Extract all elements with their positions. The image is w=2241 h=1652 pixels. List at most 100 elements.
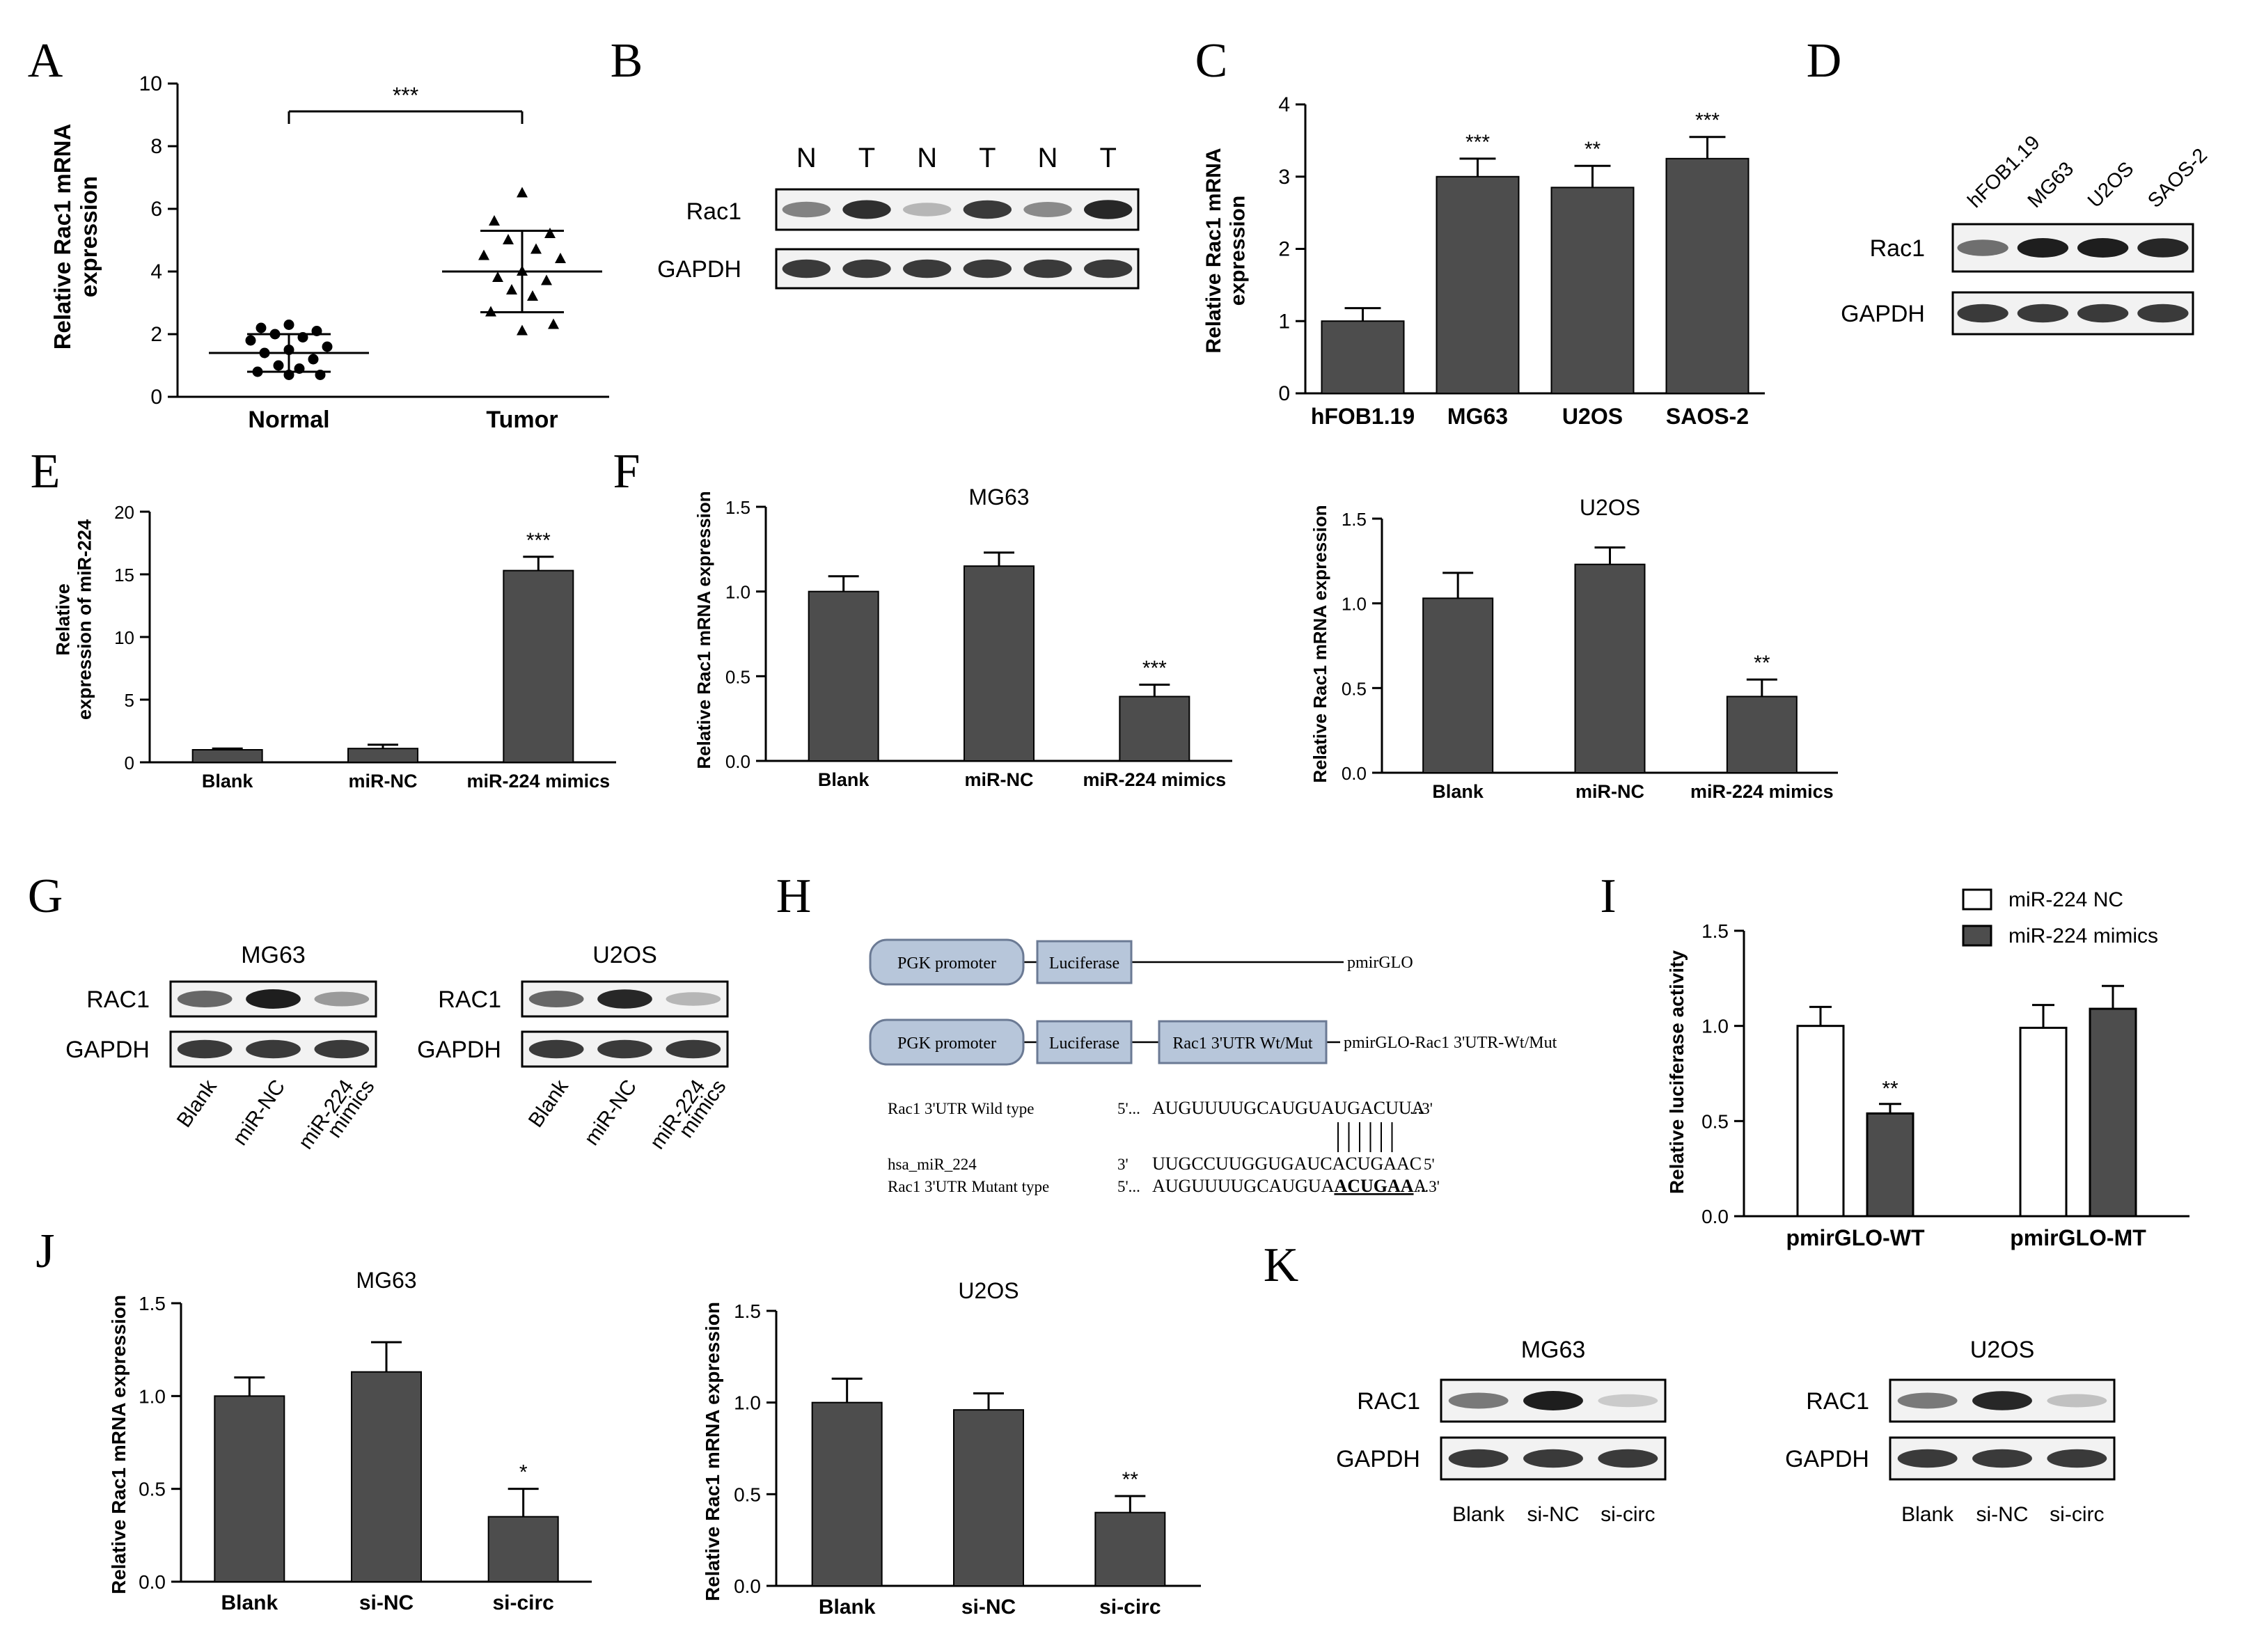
lane-label: MG63 bbox=[2024, 157, 2078, 212]
sequence-wild: AUGUUUUGCAUGUAUGACUUA bbox=[1152, 1098, 1425, 1118]
data-point bbox=[517, 265, 528, 276]
bar bbox=[1119, 695, 1190, 762]
rac1-utr bbox=[1158, 1020, 1328, 1064]
y-axis-title: Relative Rac1 mRNA expression bbox=[693, 491, 714, 769]
significance-stars: * bbox=[519, 1461, 528, 1484]
category-label: si-circ bbox=[1099, 1596, 1161, 1619]
band-rac1 bbox=[2077, 238, 2129, 258]
category-label: miR-NC bbox=[965, 769, 1034, 790]
category-label: U2OS bbox=[1562, 404, 1623, 429]
band-gapdh bbox=[2017, 304, 2069, 323]
lane-label: N bbox=[917, 143, 937, 173]
chart-A: 0 2 4 6 8 10 Relative Rac1 mRNA expression Norma… bbox=[49, 72, 609, 433]
category-label: miR-224 mimics bbox=[467, 771, 611, 792]
band-gapdh bbox=[177, 1039, 233, 1059]
y-axis-title: Relative luciferase activity bbox=[1666, 950, 1688, 1194]
data-point bbox=[259, 347, 270, 359]
band-rac1 bbox=[1023, 202, 1072, 217]
y-tick-label: 1 bbox=[1278, 310, 1290, 333]
panel-label-C: C bbox=[1195, 34, 1228, 88]
data-point bbox=[315, 370, 326, 380]
significance-stars: *** bbox=[1465, 131, 1490, 154]
category-label: pmirGLO-MT bbox=[2010, 1225, 2146, 1250]
data-point bbox=[297, 332, 308, 343]
chart-C: 0 1 2 3 4 Relative Rac1 mRNA expression hFOB1.1… bbox=[1202, 93, 1765, 429]
sequence-end: 5'... bbox=[1117, 1100, 1140, 1117]
legend-entry: miR-224 mimics bbox=[2008, 925, 2158, 947]
chart-title: U2OS bbox=[1580, 495, 1640, 520]
y-axis-title: Relative Rac1 mRNA bbox=[49, 124, 75, 350]
band-rac1 bbox=[1598, 1394, 1658, 1408]
sequence-name: hsa_miR_224 bbox=[888, 1156, 977, 1173]
lane-label: Blank bbox=[1901, 1503, 1954, 1526]
category-label: Blank bbox=[819, 1596, 876, 1619]
blot-title: U2OS bbox=[592, 942, 657, 968]
y-tick-label: 0 bbox=[150, 386, 162, 409]
data-point bbox=[294, 363, 305, 374]
band-gapdh bbox=[2137, 304, 2189, 323]
category-label: hFOB1.19 bbox=[1311, 404, 1415, 429]
band-gapdh bbox=[963, 259, 1012, 278]
y-tick-label: 0.0 bbox=[1342, 763, 1367, 784]
bar bbox=[347, 748, 418, 763]
y-axis-title: Relative Rac1 mRNA expression bbox=[1310, 505, 1330, 782]
band-rac1 bbox=[528, 991, 584, 1007]
band-rac1 bbox=[1972, 1391, 2032, 1410]
data-point bbox=[308, 354, 319, 365]
row-label: Rac1 bbox=[686, 198, 741, 225]
data-point bbox=[548, 318, 559, 329]
bar bbox=[1436, 175, 1520, 394]
band-gapdh bbox=[528, 1039, 584, 1059]
lane-label: miR-NC bbox=[228, 1076, 290, 1149]
y-tick-label: 0.5 bbox=[1701, 1110, 1729, 1132]
lane-label: T bbox=[979, 143, 996, 173]
legend-swatch bbox=[1962, 925, 1992, 947]
blot-K: MG63 RAC1 GAPDH Blank si-NC si-circ U2OS RAC1 GA… bbox=[1336, 1337, 2116, 1526]
bar bbox=[2089, 1007, 2137, 1218]
sequence-mutant-site: ACUGAA bbox=[1334, 1176, 1413, 1196]
luciferase bbox=[1036, 940, 1133, 984]
band-gapdh bbox=[246, 1039, 301, 1059]
y-tick-label: 1.5 bbox=[734, 1300, 761, 1322]
y-tick-label: 5 bbox=[125, 690, 134, 711]
blot-membrane bbox=[775, 248, 1140, 290]
bar bbox=[1094, 1511, 1166, 1587]
data-point bbox=[478, 249, 489, 260]
lane-label: N bbox=[1038, 143, 1058, 173]
luciferase bbox=[1036, 1020, 1133, 1064]
legend-entry: miR-224 NC bbox=[2008, 888, 2123, 911]
y-tick-label: 8 bbox=[150, 135, 162, 158]
lane-label: Blank bbox=[524, 1075, 574, 1131]
data-point bbox=[527, 290, 538, 301]
band-gapdh bbox=[782, 259, 831, 278]
chart-J1: 0.0 0.5 1.0 1.5 MG63 Relative Rac1 mRNA expre… bbox=[108, 1268, 592, 1614]
sequence-end: 3' bbox=[1117, 1156, 1129, 1173]
bar bbox=[953, 1409, 1024, 1587]
bar bbox=[1550, 187, 1635, 394]
data-point bbox=[492, 272, 503, 282]
data-point bbox=[530, 243, 542, 254]
bar bbox=[1796, 1025, 1845, 1218]
sequence-end: ...3' bbox=[1410, 1100, 1433, 1117]
y-tick-label: 0.5 bbox=[139, 1479, 166, 1500]
significance-stars: ** bbox=[1754, 652, 1770, 675]
band-gapdh bbox=[1598, 1449, 1658, 1468]
sequence-end: ...3' bbox=[1417, 1178, 1440, 1195]
row-label: RAC1 bbox=[86, 986, 150, 1013]
band-rac1 bbox=[246, 989, 301, 1009]
y-axis-title: Relative Rac1 mRNA expression bbox=[702, 1302, 723, 1601]
blot-membrane bbox=[775, 188, 1140, 231]
sequence-mutant-pre: AUGUUUUGCAUGUA bbox=[1152, 1176, 1335, 1196]
bar bbox=[503, 569, 574, 763]
band-rac1 bbox=[666, 992, 721, 1006]
row-label: Rac1 bbox=[1870, 235, 1925, 262]
data-point bbox=[283, 370, 294, 380]
band-rac1 bbox=[1897, 1392, 1958, 1409]
lane-label: Blank bbox=[173, 1075, 222, 1131]
row-label: RAC1 bbox=[1357, 1388, 1420, 1415]
band-rac1 bbox=[2047, 1394, 2107, 1408]
lane-label: si-NC bbox=[1527, 1503, 1580, 1526]
